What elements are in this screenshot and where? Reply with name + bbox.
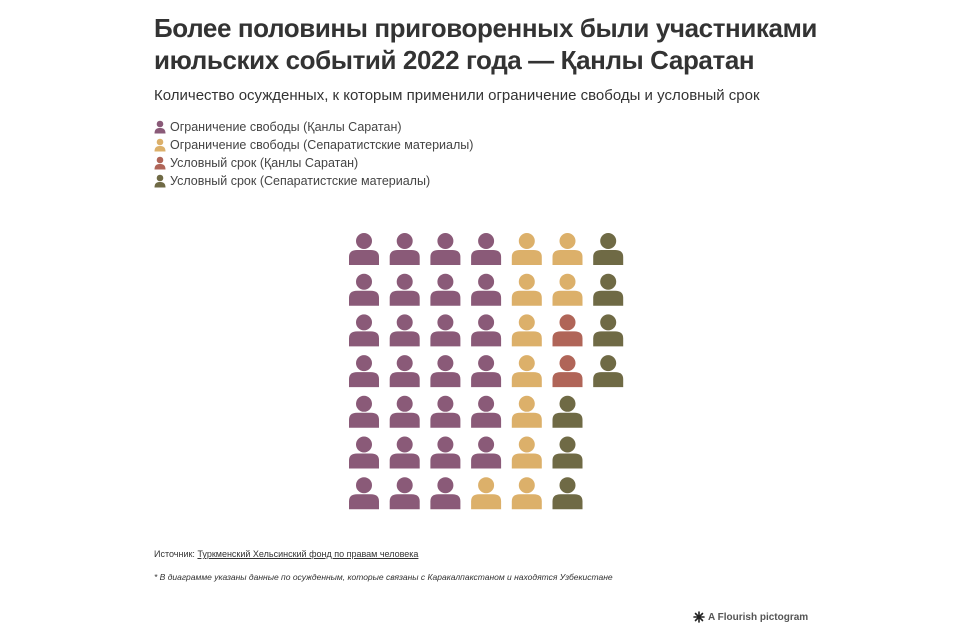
source-link[interactable]: Туркменский Хельсинский фонд по правам ч… xyxy=(197,549,419,559)
person-icon-mark xyxy=(511,477,542,510)
person-icon xyxy=(154,156,166,170)
person-icon-mark xyxy=(471,355,502,388)
person-icon-mark xyxy=(552,355,583,388)
person-icon-mark xyxy=(349,477,379,510)
person-icon-mark xyxy=(593,314,624,347)
person-icon-mark xyxy=(389,273,420,306)
person-icon-mark xyxy=(349,436,379,469)
person-icon-mark xyxy=(430,395,461,428)
person-icon-mark xyxy=(389,233,420,265)
person-icon-mark xyxy=(471,436,502,469)
legend-label: Ограничение свободы (Сепаратистские мате… xyxy=(170,138,474,152)
person-icon-mark xyxy=(349,355,379,388)
person-icon-mark xyxy=(349,314,379,347)
legend-label: Ограничение свободы (Қанлы Саратан) xyxy=(170,120,402,134)
person-icon-mark xyxy=(430,314,461,347)
legend-label: Условный срок (Қанлы Саратан) xyxy=(170,156,359,170)
person-icon-mark xyxy=(511,436,542,469)
person-icon-mark xyxy=(552,233,583,265)
person-icon xyxy=(154,174,166,188)
person-icon-mark xyxy=(593,273,624,306)
person-icon-mark xyxy=(593,355,624,388)
person-icon-mark xyxy=(430,477,461,510)
person-icon-mark xyxy=(430,355,461,388)
person-icon-mark xyxy=(471,477,502,510)
person-icon-mark xyxy=(552,477,583,510)
person-icon-mark xyxy=(471,273,502,306)
legend: Ограничение свободы (Қанлы Саратан) Огра… xyxy=(154,118,473,190)
person-icon-mark xyxy=(552,395,583,428)
flourish-credit-label: A Flourish pictogram xyxy=(708,611,809,623)
source-label: Источник: xyxy=(154,549,195,559)
person-icon-mark xyxy=(389,355,420,388)
person-icon-mark xyxy=(471,395,502,428)
person-icon-mark xyxy=(389,395,420,428)
footnote: * В диаграмме указаны данные по осужденн… xyxy=(154,572,613,582)
person-icon-mark xyxy=(552,273,583,306)
person-icon xyxy=(154,120,166,134)
legend-item[interactable]: Условный срок (Сепаратистские материалы) xyxy=(154,172,473,190)
person-icon-mark xyxy=(593,233,624,265)
person-icon-mark xyxy=(552,314,583,347)
person-icon-mark xyxy=(349,395,379,428)
person-icon-mark xyxy=(511,314,542,347)
legend-item[interactable]: Условный срок (Қанлы Саратан) xyxy=(154,154,473,172)
person-icon-mark xyxy=(511,355,542,388)
source: Источник: Туркменский Хельсинский фонд п… xyxy=(154,549,418,559)
legend-item[interactable]: Ограничение свободы (Қанлы Саратан) xyxy=(154,118,473,136)
chart-title: Более половины приговоренных были участн… xyxy=(154,13,818,75)
person-icon-mark xyxy=(471,314,502,347)
flourish-credit[interactable]: A Flourish pictogram xyxy=(693,611,808,623)
person-icon-mark xyxy=(511,233,542,265)
person-icon-mark xyxy=(430,233,461,265)
chart-subtitle: Количество осужденных, к которым примени… xyxy=(154,87,760,104)
person-icon-mark xyxy=(389,436,420,469)
person-icon-mark xyxy=(389,314,420,347)
person-icon-mark xyxy=(552,436,583,469)
person-icon-mark xyxy=(511,273,542,306)
person-icon-mark xyxy=(349,273,379,306)
legend-item[interactable]: Ограничение свободы (Сепаратистские мате… xyxy=(154,136,473,154)
person-icon-mark xyxy=(389,477,420,510)
flourish-logo-icon xyxy=(693,611,705,623)
person-icon xyxy=(154,138,166,152)
person-icon-mark xyxy=(430,273,461,306)
person-icon-mark xyxy=(430,436,461,469)
person-icon-mark xyxy=(511,395,542,428)
person-icon-mark xyxy=(471,233,502,265)
legend-label: Условный срок (Сепаратистские материалы) xyxy=(170,174,431,188)
person-icon-mark xyxy=(349,233,379,265)
